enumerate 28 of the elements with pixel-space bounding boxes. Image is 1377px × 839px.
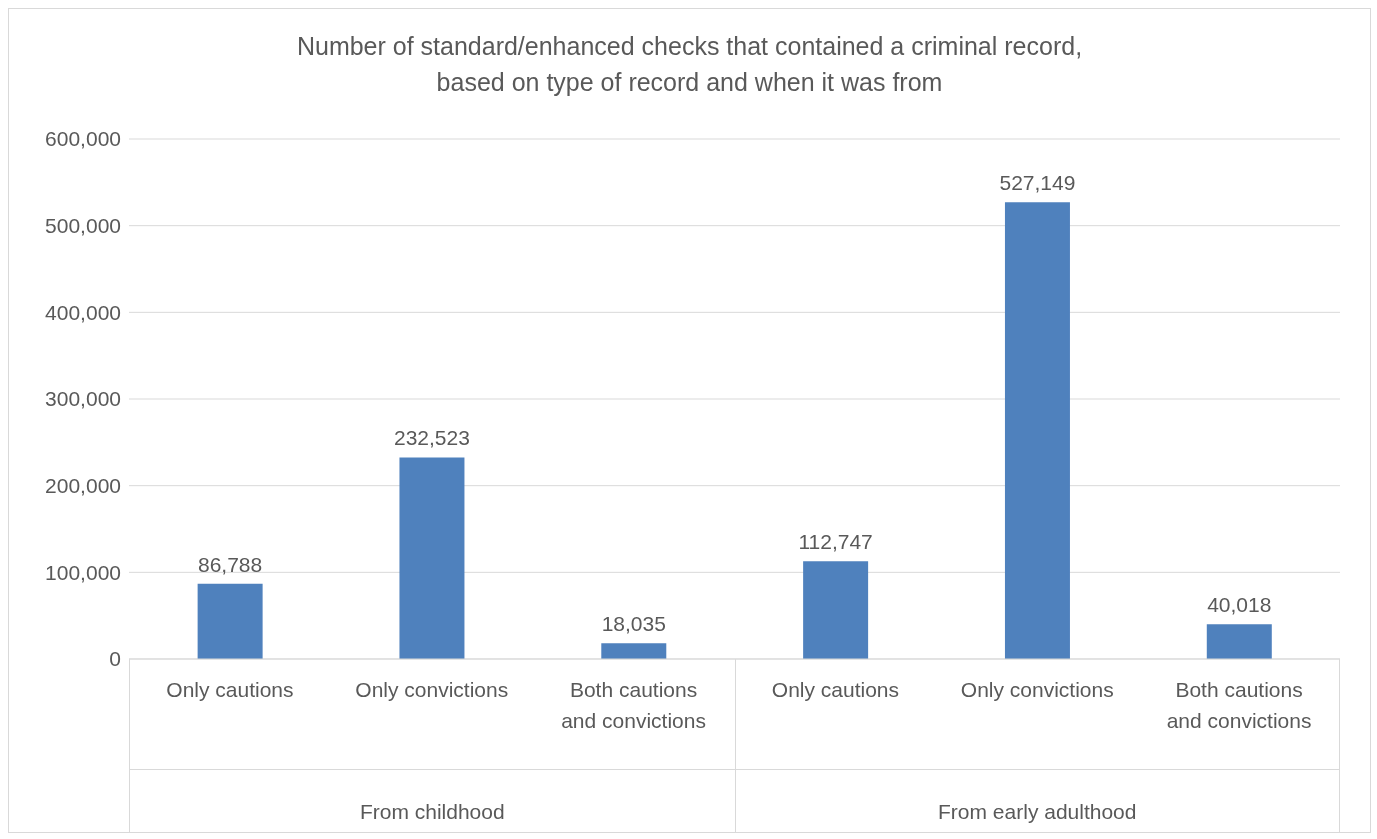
y-tick-label: 600,000 (45, 127, 121, 151)
x-tick-label: Both cautions and convictions (1166, 678, 1312, 732)
bar (197, 583, 263, 659)
data-label: 112,747 (798, 530, 873, 554)
data-label: 86,788 (198, 552, 263, 576)
bar (399, 457, 465, 659)
y-tick-label: 400,000 (45, 300, 121, 324)
y-tick-label: 100,000 (45, 560, 121, 584)
chart-title: Number of standard/enhanced checks that contained a criminal record, based on type of record and when it was from (295, 31, 1084, 98)
y-tick-label: 200,000 (45, 474, 121, 498)
data-label: 18,035 (601, 612, 666, 636)
bar (601, 643, 667, 659)
x-tick-label: Only convictions (355, 678, 509, 701)
bar (803, 561, 869, 659)
bar (1004, 202, 1070, 659)
data-label: 527,149 (999, 171, 1076, 195)
data-label: 232,523 (394, 426, 470, 450)
text: From early adulthood (937, 800, 1138, 824)
bar (1206, 624, 1272, 659)
x-tick-label: Only cautions (771, 678, 900, 701)
y-tick-label: 500,000 (45, 214, 121, 238)
x-tick-label: Only convictions (960, 678, 1114, 701)
y-tick-label: 0 (109, 647, 121, 671)
data-label: 40,018 (1207, 593, 1272, 617)
text: From childhood (358, 800, 506, 824)
x-tick-label: Only cautions (166, 678, 294, 701)
x-tick-label: Both cautions and convictions (561, 678, 706, 732)
y-tick-label: 300,000 (45, 387, 121, 411)
